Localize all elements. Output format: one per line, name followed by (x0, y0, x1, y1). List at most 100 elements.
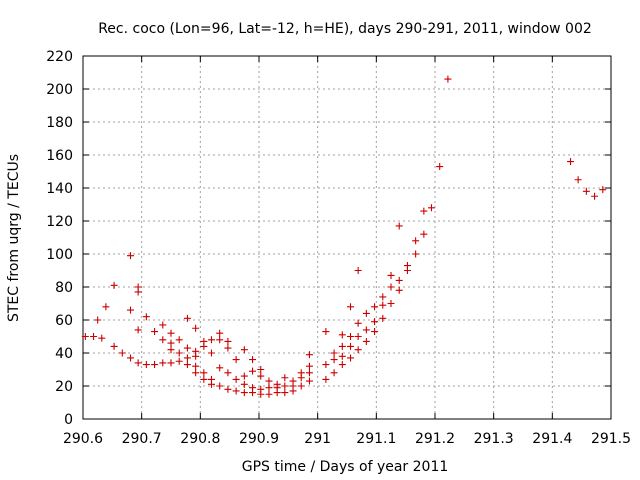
data-point (338, 331, 346, 339)
y-tick-label: 0 (64, 412, 73, 428)
y-tick-label: 80 (55, 280, 73, 296)
data-point (347, 354, 355, 362)
data-point (265, 377, 273, 385)
data-point (98, 334, 106, 342)
y-tick-label: 60 (55, 313, 73, 329)
data-point (127, 354, 135, 362)
data-point (142, 361, 150, 369)
data-point (387, 283, 395, 291)
data-point (90, 333, 98, 340)
data-point (412, 250, 420, 258)
data-point (200, 337, 208, 345)
data-point (183, 314, 191, 322)
data-point (354, 346, 362, 354)
y-tick-label: 160 (46, 148, 73, 164)
data-point (216, 364, 224, 372)
data-point (322, 361, 330, 369)
data-point (207, 375, 215, 383)
data-point (354, 267, 362, 274)
data-point (151, 361, 159, 369)
data-point (224, 369, 232, 377)
data-point (216, 329, 224, 337)
plot-frame (82, 55, 612, 420)
data-point (167, 346, 175, 354)
data-point (265, 390, 273, 398)
data-point (591, 192, 599, 200)
data-point (330, 356, 338, 364)
data-point (305, 377, 313, 385)
data-point (322, 328, 330, 336)
data-point (134, 283, 142, 291)
data-point (175, 357, 183, 365)
data-point (395, 222, 403, 230)
data-point (110, 342, 118, 350)
data-point (387, 271, 395, 279)
data-point (371, 318, 379, 326)
data-point (281, 374, 289, 382)
data-point (159, 336, 167, 344)
data-point (412, 237, 420, 245)
data-point (305, 351, 313, 359)
data-point (134, 326, 142, 334)
data-point (371, 303, 379, 311)
data-point (81, 333, 89, 340)
data-point (362, 309, 370, 317)
data-point (183, 344, 191, 352)
data-point (232, 387, 240, 395)
data-point (159, 359, 167, 367)
data-point (249, 384, 257, 392)
x-tick-label: 291.3 (474, 431, 514, 447)
data-point (118, 349, 126, 357)
x-tick-label: 291 (304, 431, 331, 447)
data-point (387, 300, 395, 307)
data-point (102, 303, 110, 311)
grid-lines (83, 56, 611, 419)
data-point (395, 286, 403, 294)
y-tick-label: 120 (46, 214, 73, 230)
chart-title: Rec. coco (Lon=96, Lat=-12, h=HE), days … (98, 21, 592, 37)
x-tick-label: 291.2 (415, 431, 455, 447)
data-point (192, 362, 200, 370)
x-tick-label: 290.8 (180, 431, 220, 447)
y-tick-label: 140 (46, 181, 73, 197)
y-axis-label: STEC from uqrg / TECUs (6, 154, 22, 322)
data-point (395, 276, 403, 284)
data-point (265, 384, 273, 392)
x-tick-label: 291.5 (591, 431, 631, 447)
data-point (574, 176, 582, 184)
data-point (427, 204, 435, 212)
data-point (240, 380, 248, 388)
data-point (420, 207, 428, 215)
x-tick-labels: 290.6 290.7 290.8 290.9 291 291.1 291.2 291.3 29… (63, 431, 631, 447)
data-point (216, 382, 224, 390)
data-point (167, 329, 175, 337)
data-point (297, 369, 305, 377)
data-point (183, 354, 191, 362)
x-axis-label: GPS time / Days of year 2011 (242, 459, 449, 475)
data-point (127, 306, 135, 314)
data-point (142, 313, 150, 321)
data-point (232, 356, 240, 364)
data-point (192, 369, 200, 377)
data-point (362, 337, 370, 345)
data-point (207, 336, 215, 344)
data-point (362, 326, 370, 334)
data-point (582, 187, 590, 195)
y-tick-label: 200 (46, 82, 73, 98)
data-point (281, 382, 289, 390)
data-point (305, 369, 313, 377)
data-point (224, 344, 232, 352)
data-point (240, 372, 248, 380)
data-point (175, 349, 183, 357)
data-point (403, 262, 411, 270)
x-tick-label: 291.4 (532, 431, 572, 447)
data-point (330, 349, 338, 357)
data-point (151, 328, 159, 336)
data-point (134, 359, 142, 367)
data-point (207, 349, 215, 357)
x-tick-label: 291.1 (356, 431, 396, 447)
data-point (224, 337, 232, 345)
axis-ticks (82, 55, 612, 420)
data-point (289, 377, 297, 385)
